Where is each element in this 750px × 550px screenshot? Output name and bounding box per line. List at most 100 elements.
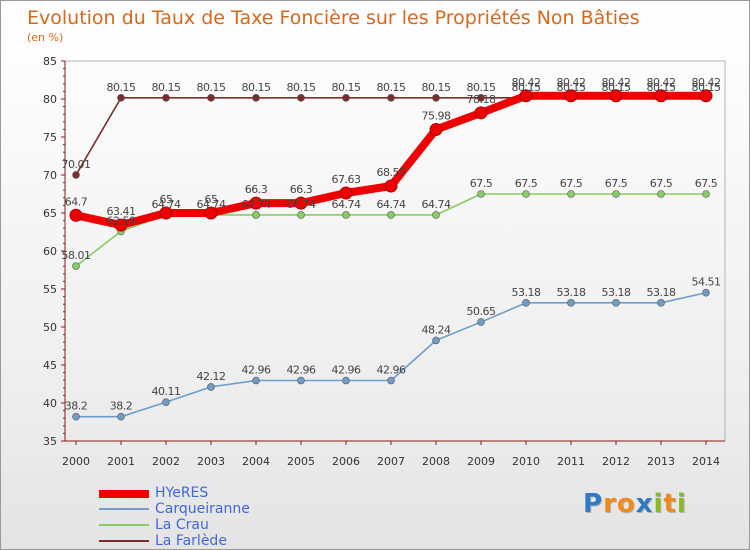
data-label-la-farlede: 80.15 bbox=[512, 81, 541, 94]
data-label-la-crau: 64.74 bbox=[242, 198, 271, 211]
y-tick-label: 35 bbox=[43, 435, 57, 448]
x-tick-label: 2012 bbox=[602, 455, 630, 468]
chart-subtitle: (en %) bbox=[27, 31, 64, 44]
data-label-la-crau: 64.74 bbox=[197, 198, 226, 211]
data-label-carqueiranne: 54.51 bbox=[692, 276, 721, 289]
y-tick-label: 70 bbox=[43, 169, 57, 182]
data-point-hyeres bbox=[699, 89, 713, 103]
data-point-la-farlede bbox=[72, 171, 80, 179]
data-point-carqueiranne bbox=[522, 299, 530, 307]
data-point-la-crau bbox=[297, 211, 305, 219]
data-point-hyeres bbox=[474, 106, 488, 120]
y-tick-label: 55 bbox=[43, 283, 57, 296]
data-point-la-crau bbox=[657, 190, 665, 198]
data-label-la-crau: 64.74 bbox=[332, 198, 361, 211]
data-point-hyeres bbox=[564, 89, 578, 103]
data-point-carqueiranne bbox=[342, 376, 350, 385]
logo-letter: x bbox=[635, 489, 654, 519]
x-tick-label: 2010 bbox=[512, 455, 540, 468]
data-point-la-crau bbox=[612, 190, 620, 198]
data-point-carqueiranne bbox=[297, 376, 305, 385]
data-label-la-crau: 67.5 bbox=[695, 177, 718, 190]
x-tick-label: 2013 bbox=[647, 455, 675, 468]
plot-area-border bbox=[64, 60, 726, 442]
data-label-hyeres: 68.55 bbox=[377, 166, 406, 179]
data-point-la-crau bbox=[567, 190, 575, 198]
data-point-la-farlede bbox=[252, 94, 260, 102]
y-tick-label: 40 bbox=[43, 397, 57, 410]
data-label-hyeres: 66.3 bbox=[290, 183, 313, 196]
data-point-hyeres bbox=[384, 179, 398, 193]
data-point-la-crau bbox=[387, 211, 395, 219]
data-point-hyeres bbox=[339, 186, 353, 200]
data-point-la-crau bbox=[342, 211, 350, 219]
y-tick-label: 85 bbox=[43, 55, 57, 68]
data-label-hyeres: 75.98 bbox=[422, 110, 451, 123]
data-point-hyeres bbox=[609, 89, 623, 103]
logo-letter: o bbox=[616, 489, 636, 519]
x-tick-label: 2003 bbox=[197, 455, 225, 468]
data-point-carqueiranne bbox=[387, 376, 395, 385]
data-point-carqueiranne bbox=[657, 299, 665, 307]
data-point-carqueiranne bbox=[567, 299, 575, 307]
logo-letter: r bbox=[603, 489, 617, 519]
data-label-la-farlede: 80.15 bbox=[197, 81, 226, 94]
y-tick-label: 50 bbox=[43, 321, 57, 334]
data-label-la-crau: 64.74 bbox=[422, 198, 451, 211]
logo-letter: i bbox=[653, 489, 664, 519]
data-label-carqueiranne: 40.11 bbox=[152, 385, 181, 398]
data-label-la-farlede: 80.15 bbox=[332, 81, 361, 94]
data-point-la-farlede bbox=[477, 94, 485, 102]
x-tick-label: 2001 bbox=[107, 455, 135, 468]
data-point-la-farlede bbox=[432, 94, 440, 102]
data-point-la-crau bbox=[477, 190, 485, 198]
data-label-la-farlede: 80.15 bbox=[602, 81, 631, 94]
data-label-carqueiranne: 50.65 bbox=[467, 305, 496, 318]
data-label-la-farlede: 70.01 bbox=[62, 158, 91, 171]
data-label-carqueiranne: 42.96 bbox=[332, 364, 361, 377]
x-tick-label: 2002 bbox=[152, 455, 180, 468]
y-tick-label: 80 bbox=[43, 93, 57, 106]
data-label-carqueiranne: 53.18 bbox=[602, 286, 631, 299]
data-label-la-farlede: 80.15 bbox=[557, 81, 586, 94]
data-label-hyeres: 80.42 bbox=[647, 76, 676, 89]
y-tick-label: 65 bbox=[43, 207, 57, 220]
data-label-la-crau: 67.5 bbox=[515, 177, 538, 190]
data-label-carqueiranne: 42.96 bbox=[242, 364, 271, 377]
chart-title: Evolution du Taux de Taxe Foncière sur l… bbox=[27, 7, 640, 29]
data-label-hyeres: 78.18 bbox=[467, 93, 496, 106]
data-point-la-crau bbox=[252, 211, 260, 219]
legend-swatch-la-crau bbox=[99, 524, 149, 526]
data-label-la-farlede: 80.15 bbox=[287, 81, 316, 94]
data-point-carqueiranne bbox=[702, 288, 710, 297]
data-label-hyeres: 80.42 bbox=[557, 76, 586, 89]
data-label-la-farlede: 80.15 bbox=[152, 81, 181, 94]
data-label-la-crau: 67.5 bbox=[470, 177, 493, 190]
data-point-la-crau bbox=[72, 262, 80, 270]
data-label-la-crau: 64.74 bbox=[287, 198, 316, 211]
data-label-carqueiranne: 42.12 bbox=[197, 370, 226, 383]
data-label-hyeres: 65 bbox=[160, 193, 173, 206]
data-point-carqueiranne bbox=[252, 376, 260, 385]
data-label-hyeres: 65 bbox=[205, 193, 218, 206]
logo-letter: i bbox=[676, 489, 687, 519]
x-tick-label: 2004 bbox=[242, 455, 270, 468]
data-point-carqueiranne bbox=[117, 412, 125, 421]
x-tick-label: 2008 bbox=[422, 455, 450, 468]
data-point-carqueiranne bbox=[477, 318, 485, 326]
data-point-hyeres bbox=[69, 208, 83, 222]
logo-letter: P bbox=[583, 489, 604, 519]
data-label-hyeres: 67.63 bbox=[332, 173, 361, 186]
data-label-hyeres: 80.42 bbox=[512, 76, 541, 89]
logo-letter: t bbox=[663, 489, 677, 519]
legend-swatch-la-farlede bbox=[99, 540, 149, 542]
x-tick-label: 2011 bbox=[557, 455, 585, 468]
data-label-carqueiranne: 42.96 bbox=[287, 364, 316, 377]
data-point-la-farlede bbox=[117, 94, 125, 102]
data-point-la-farlede bbox=[297, 94, 305, 102]
data-label-hyeres: 63.41 bbox=[107, 205, 136, 218]
data-label-carqueiranne: 38.2 bbox=[65, 400, 88, 413]
series-layer bbox=[69, 89, 713, 421]
data-label-carqueiranne: 42.96 bbox=[377, 364, 406, 377]
